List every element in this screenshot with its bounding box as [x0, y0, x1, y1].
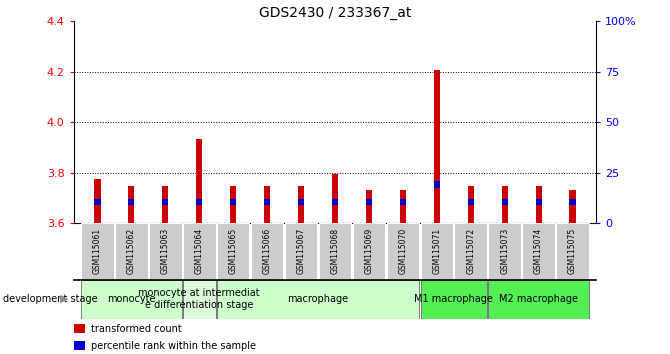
Bar: [488, 223, 521, 280]
Bar: [129, 199, 135, 205]
Bar: [183, 223, 216, 280]
Bar: [196, 199, 202, 205]
Bar: [319, 223, 351, 280]
Bar: [454, 223, 487, 280]
Bar: [387, 223, 419, 280]
Bar: [400, 190, 406, 223]
Bar: [230, 199, 237, 205]
Bar: [298, 199, 304, 205]
Bar: [502, 187, 508, 223]
Text: GSM115066: GSM115066: [263, 228, 271, 274]
Bar: [217, 280, 419, 319]
Text: M1 macrophage: M1 macrophage: [414, 294, 493, 304]
Bar: [196, 138, 202, 223]
Text: GSM115074: GSM115074: [534, 228, 543, 274]
Bar: [421, 280, 487, 319]
Bar: [468, 187, 474, 223]
Bar: [433, 70, 440, 223]
Text: percentile rank within the sample: percentile rank within the sample: [91, 341, 256, 350]
Bar: [81, 280, 182, 319]
Bar: [332, 199, 338, 205]
Text: GSM115075: GSM115075: [568, 228, 577, 274]
Bar: [556, 223, 589, 280]
Title: GDS2430 / 233367_at: GDS2430 / 233367_at: [259, 6, 411, 20]
Bar: [535, 187, 541, 223]
Bar: [570, 199, 576, 205]
Text: transformed count: transformed count: [91, 324, 182, 333]
Text: GSM115064: GSM115064: [195, 228, 204, 274]
Text: monocyte: monocyte: [107, 294, 155, 304]
Text: GSM115071: GSM115071: [432, 228, 442, 274]
Bar: [468, 199, 474, 205]
Bar: [298, 187, 304, 223]
Text: GSM115069: GSM115069: [364, 228, 373, 274]
Bar: [264, 187, 270, 223]
Text: GSM115072: GSM115072: [466, 228, 475, 274]
Bar: [488, 280, 589, 319]
Bar: [264, 199, 270, 205]
Text: M2 macrophage: M2 macrophage: [499, 294, 578, 304]
Text: macrophage: macrophage: [287, 294, 348, 304]
Text: GSM115062: GSM115062: [127, 228, 136, 274]
Bar: [217, 223, 249, 280]
Bar: [433, 181, 440, 188]
Bar: [94, 199, 100, 205]
Bar: [332, 174, 338, 223]
Bar: [74, 341, 85, 350]
Bar: [149, 223, 182, 280]
Text: GSM115067: GSM115067: [297, 228, 306, 274]
Bar: [115, 223, 147, 280]
Text: GSM115065: GSM115065: [228, 228, 238, 274]
Text: GSM115070: GSM115070: [399, 228, 407, 274]
Bar: [421, 223, 453, 280]
Text: ▶: ▶: [60, 294, 68, 304]
Bar: [523, 223, 555, 280]
Bar: [535, 199, 541, 205]
Bar: [81, 223, 114, 280]
Bar: [400, 199, 406, 205]
Bar: [129, 187, 135, 223]
Text: GSM115063: GSM115063: [161, 228, 170, 274]
Text: GSM115068: GSM115068: [330, 228, 340, 274]
Text: monocyte at intermediat
e differentiation stage: monocyte at intermediat e differentiatio…: [139, 288, 260, 310]
Bar: [74, 324, 85, 333]
Bar: [183, 280, 216, 319]
Bar: [570, 190, 576, 223]
Bar: [352, 223, 385, 280]
Bar: [162, 199, 168, 205]
Text: GSM115073: GSM115073: [500, 228, 509, 274]
Bar: [230, 187, 237, 223]
Bar: [251, 223, 283, 280]
Bar: [162, 187, 168, 223]
Text: GSM115061: GSM115061: [93, 228, 102, 274]
Bar: [366, 190, 372, 223]
Bar: [94, 179, 100, 223]
Bar: [366, 199, 372, 205]
Bar: [502, 199, 508, 205]
Bar: [285, 223, 318, 280]
Text: development stage: development stage: [3, 294, 98, 304]
